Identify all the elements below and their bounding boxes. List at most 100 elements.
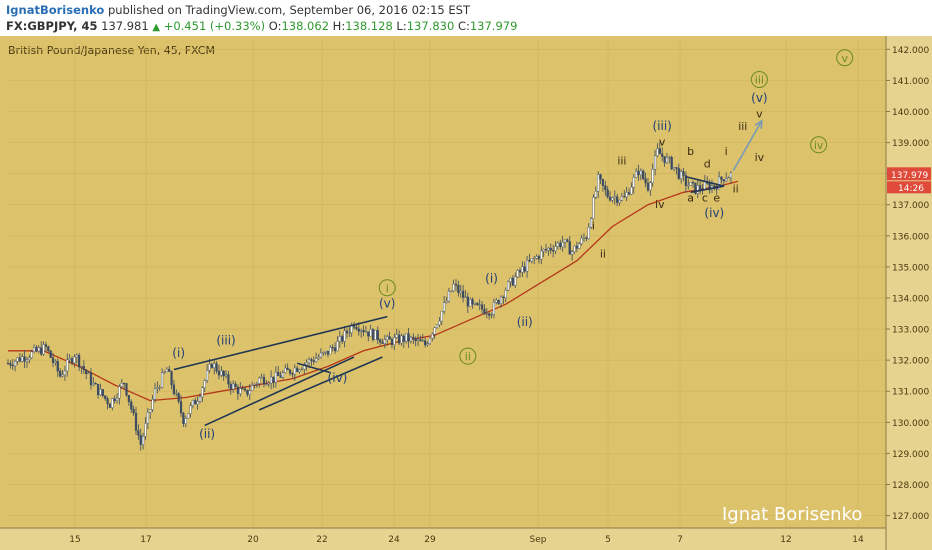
- candle-body: [298, 369, 301, 372]
- wave-label: ii: [600, 248, 606, 261]
- candle-body: [523, 266, 526, 272]
- author-link[interactable]: IgnatBorisenko: [6, 3, 105, 17]
- candle-body: [528, 260, 531, 262]
- last-price-label: 137.979: [891, 171, 928, 181]
- candle-body: [544, 249, 548, 251]
- candle-body: [452, 283, 455, 292]
- candle-body: [592, 197, 595, 219]
- candle-body: [469, 299, 472, 307]
- candle-body: [632, 177, 635, 188]
- candle-body: [208, 363, 211, 371]
- candle-body: [165, 368, 168, 373]
- x-tick-label: 24: [388, 535, 400, 545]
- candle-body: [471, 299, 474, 305]
- candle-body: [568, 241, 571, 255]
- candle-body: [37, 347, 40, 352]
- candle-body: [435, 324, 439, 328]
- candle-body: [578, 243, 581, 249]
- candle-body: [177, 393, 180, 402]
- wave-label-circle: [378, 279, 396, 297]
- candle-body: [530, 258, 533, 262]
- candle-body: [497, 300, 500, 304]
- x-tick-label: Sep: [530, 535, 547, 545]
- candle-body: [488, 313, 491, 316]
- wave-label-circle: [459, 347, 477, 365]
- quote-line: FX:GBPJPY, 45 137.981 ▲ +0.451 (+0.33%) …: [6, 19, 517, 33]
- candle-body: [104, 395, 107, 399]
- wave-label: (v): [751, 91, 767, 105]
- candle-body: [407, 333, 410, 342]
- candle-body: [507, 281, 510, 291]
- candle-body: [21, 356, 24, 362]
- candle-body: [665, 157, 669, 163]
- candle-body: [635, 170, 638, 178]
- candle-body: [625, 192, 628, 198]
- high-value: 138.128: [345, 19, 393, 33]
- wave-label: iii: [738, 120, 747, 133]
- candle-body: [400, 335, 403, 344]
- candle-body: [220, 370, 223, 376]
- candle-body: [608, 196, 612, 201]
- open-value: 138.062: [281, 19, 330, 33]
- candle-body: [163, 371, 166, 374]
- candle-body: [132, 409, 135, 414]
- axes-layer: 127.000 128.000 129.000 130.000 131.000 132.0…: [0, 36, 932, 550]
- wave-label: v: [659, 136, 666, 149]
- wave-label: i: [386, 282, 389, 295]
- wave-label: e: [713, 192, 720, 205]
- candle-body: [96, 383, 100, 396]
- candle-body: [260, 376, 263, 379]
- candle-body: [566, 239, 569, 242]
- candle-body: [601, 179, 605, 186]
- candle-body: [25, 359, 29, 362]
- candle-body: [265, 384, 268, 386]
- candle-body: [360, 330, 363, 332]
- candle-body: [78, 355, 81, 368]
- candle-body: [54, 361, 57, 363]
- candle-body: [547, 248, 550, 251]
- moving-average-layer: [8, 180, 739, 402]
- candle-body: [222, 370, 225, 377]
- candle-body: [274, 372, 277, 383]
- candle-body: [682, 171, 685, 176]
- candle-body: [246, 389, 249, 395]
- candle-body: [35, 347, 38, 352]
- candle-body: [210, 363, 213, 368]
- time-axis-panel: [0, 528, 886, 550]
- candle-body: [68, 358, 71, 360]
- candle-body: [44, 344, 48, 347]
- candle-body: [184, 418, 187, 424]
- candle-body: [324, 350, 327, 353]
- open-label: O:: [268, 19, 282, 33]
- candle-body: [224, 374, 228, 377]
- candle-body: [99, 389, 102, 396]
- candle-body: [627, 192, 631, 195]
- candle-body: [653, 155, 657, 170]
- candle-body: [426, 343, 429, 346]
- candle-body: [243, 388, 247, 391]
- price-chart[interactable]: British Pound/Japanese Yen, 45, FXCM (i)…: [0, 36, 932, 550]
- wave-label: iv: [655, 198, 665, 211]
- candle-body: [490, 314, 493, 316]
- candle-body: [179, 401, 183, 414]
- candle-body: [447, 291, 450, 302]
- candle-body: [537, 256, 541, 260]
- candle-body: [293, 367, 296, 375]
- candle-body: [348, 332, 351, 334]
- candle-body: [478, 304, 481, 306]
- candle-body: [379, 339, 382, 343]
- trendline: [204, 356, 355, 427]
- candle-body: [175, 393, 178, 395]
- candle-body: [556, 242, 560, 247]
- countdown-tag: [887, 181, 931, 194]
- low-label: L:: [396, 19, 407, 33]
- candle-body: [642, 170, 645, 179]
- candle-body: [575, 245, 578, 249]
- candle-body: [315, 358, 318, 362]
- wave-label: b: [687, 145, 694, 158]
- candle-body: [307, 359, 311, 364]
- candle-body: [118, 386, 121, 399]
- candle-body: [14, 361, 17, 367]
- candle-body: [160, 372, 164, 388]
- y-tick-label: 131.000: [892, 388, 929, 398]
